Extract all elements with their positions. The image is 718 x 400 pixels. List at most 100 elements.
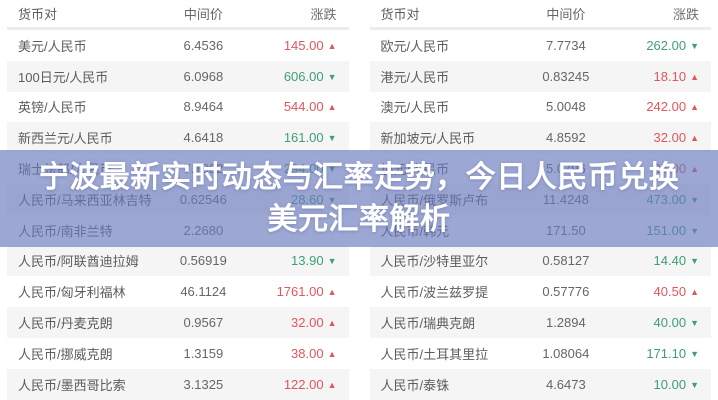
table-header-row: 货币对 中间价 涨跌 (369, 0, 711, 30)
change-value: 32.00 ▲ (612, 130, 711, 145)
up-triangle-icon: ▲ (690, 133, 699, 144)
rate-row: 人民币/墨西哥比索 3.1325 122.00 ▲ (7, 368, 349, 400)
change-number: 145.00 (283, 37, 324, 53)
mid-price-value: 5.0048 (545, 99, 586, 115)
currency-pair-label: 欧元/人民币 (380, 38, 450, 54)
rate-row: 新西兰元/人民币 4.6418 161.00 ▼ (7, 122, 349, 154)
mid-price-value: 0.9567 (183, 315, 224, 331)
down-triangle-icon: ▼ (327, 256, 337, 267)
mid-price-value: 4.8592 (545, 130, 586, 146)
change-value: 18.10 ▲ (612, 69, 711, 84)
currency-pair-label: 新加坡元/人民币 (380, 131, 476, 147)
change-number: 122.00 (283, 376, 324, 392)
up-triangle-icon: ▲ (327, 348, 337, 359)
change-number: 13.90 (291, 253, 324, 269)
mid-price-value: 0.57776 (542, 284, 590, 300)
mid-price-value: 6.4536 (183, 37, 224, 53)
mid-price-value: 7.7734 (545, 37, 586, 53)
currency-pair-label: 港元/人民币 (380, 69, 450, 85)
change-value: 161.00 ▼ (249, 130, 348, 145)
down-triangle-icon: ▼ (690, 40, 699, 51)
currency-pair-label: 100日元/人民币 (18, 69, 109, 85)
rate-row: 澳元/人民币 5.0048 242.00 ▲ (369, 91, 711, 123)
change-number: 40.00 (653, 315, 687, 331)
currency-pair-label: 人民币/丹麦克朗 (18, 316, 113, 332)
up-triangle-icon: ▲ (690, 71, 699, 82)
header-currency-pair: 货币对 (18, 7, 58, 22)
change-value: 544.00 ▲ (249, 99, 348, 114)
change-number: 32.00 (291, 315, 324, 331)
up-triangle-icon: ▲ (327, 287, 337, 298)
down-triangle-icon: ▼ (690, 379, 699, 390)
currency-pair-label: 英镑/人民币 (18, 100, 87, 116)
change-value: 171.10 ▼ (612, 346, 711, 361)
rate-row: 英镑/人民币 8.9464 544.00 ▲ (7, 91, 349, 123)
rate-row: 人民币/土耳其里拉 1.08064 171.10 ▼ (369, 337, 711, 369)
mid-price-value: 1.2894 (545, 315, 586, 331)
rate-row: 人民币/泰铢 4.6473 10.00 ▼ (369, 368, 711, 400)
rate-row: 人民币/瑞典克朗 1.2894 40.00 ▼ (369, 307, 711, 338)
currency-pair-label: 新西兰元/人民币 (18, 131, 113, 147)
change-value: 606.00 ▼ (249, 69, 348, 84)
mid-price-value: 6.0968 (183, 68, 224, 84)
mid-price-value: 46.1124 (180, 284, 227, 300)
rate-row: 人民币/挪威克朗 1.3159 38.00 ▲ (7, 337, 349, 369)
currency-pair-label: 人民币/匈牙利福林 (18, 285, 126, 301)
change-value: 40.50 ▲ (612, 284, 711, 299)
down-triangle-icon: ▼ (327, 71, 337, 82)
rate-row: 人民币/丹麦克朗 0.9567 32.00 ▲ (7, 307, 349, 338)
mid-price-value: 0.56919 (179, 253, 227, 269)
down-triangle-icon: ▼ (690, 318, 699, 329)
down-triangle-icon: ▼ (690, 348, 699, 359)
headline-banner: 宁波最新实时动态与汇率走势，今日人民币兑换 美元汇率解析 (0, 150, 718, 247)
change-value: 38.00 ▲ (249, 346, 348, 361)
change-number: 242.00 (646, 99, 687, 115)
up-triangle-icon: ▲ (327, 102, 337, 113)
change-value: 13.90 ▼ (249, 253, 348, 268)
change-number: 18.10 (653, 68, 687, 84)
currency-pair-label: 人民币/挪威克朗 (18, 346, 113, 362)
mid-price-value: 4.6473 (545, 376, 586, 392)
change-number: 544.00 (283, 99, 324, 115)
header-mid-price: 中间价 (183, 7, 223, 22)
rate-row: 人民币/匈牙利福林 46.1124 1761.00 ▲ (7, 276, 349, 308)
change-value: 32.00 ▲ (249, 315, 348, 330)
mid-price-value: 1.08064 (542, 345, 590, 361)
mid-price-value: 4.6418 (183, 130, 224, 146)
change-number: 606.00 (283, 68, 324, 84)
rate-row: 100日元/人民币 6.0968 606.00 ▼ (7, 60, 349, 92)
change-value: 1761.00 ▲ (249, 284, 348, 299)
currency-pair-label: 澳元/人民币 (380, 100, 450, 116)
change-value: 10.00 ▼ (612, 377, 711, 392)
change-value: 40.00 ▼ (612, 315, 711, 330)
rate-row: 港元/人民币 0.83245 18.10 ▲ (369, 60, 711, 92)
change-number: 38.00 (291, 345, 324, 361)
change-value: 122.00 ▲ (249, 377, 348, 392)
rate-row: 欧元/人民币 7.7734 262.00 ▼ (369, 30, 711, 61)
currency-pair-label: 人民币/泰铢 (380, 377, 450, 393)
change-number: 262.00 (646, 37, 687, 53)
header-change: 涨跌 (672, 7, 699, 22)
mid-price-value: 0.58127 (542, 253, 590, 269)
up-triangle-icon: ▲ (690, 287, 699, 298)
currency-pair-label: 人民币/瑞典克朗 (380, 316, 476, 332)
up-triangle-icon: ▲ (327, 379, 337, 390)
change-value: 242.00 ▲ (612, 99, 711, 114)
rate-row: 人民币/阿联酋迪拉姆 0.56919 13.90 ▼ (7, 245, 349, 277)
mid-price-value: 3.1325 (183, 376, 224, 392)
up-triangle-icon: ▲ (327, 318, 337, 329)
mid-price-value: 8.9464 (183, 99, 224, 115)
change-value: 14.40 ▼ (612, 253, 711, 268)
change-number: 1761.00 (276, 284, 324, 300)
currency-pair-label: 人民币/波兰兹罗提 (380, 285, 489, 301)
rate-row: 美元/人民币 6.4536 145.00 ▲ (7, 30, 349, 61)
change-number: 40.50 (653, 284, 687, 300)
currency-pair-label: 人民币/阿联酋迪拉姆 (18, 254, 139, 270)
currency-pair-label: 人民币/土耳其里拉 (380, 346, 489, 362)
down-triangle-icon: ▼ (690, 256, 699, 267)
header-currency-pair: 货币对 (380, 7, 420, 22)
change-number: 32.00 (653, 130, 687, 146)
table-header-row: 货币对 中间价 涨跌 (7, 0, 349, 30)
currency-pair-label: 美元/人民币 (18, 38, 87, 54)
headline-title-line2: 美元汇率解析 (267, 202, 451, 236)
